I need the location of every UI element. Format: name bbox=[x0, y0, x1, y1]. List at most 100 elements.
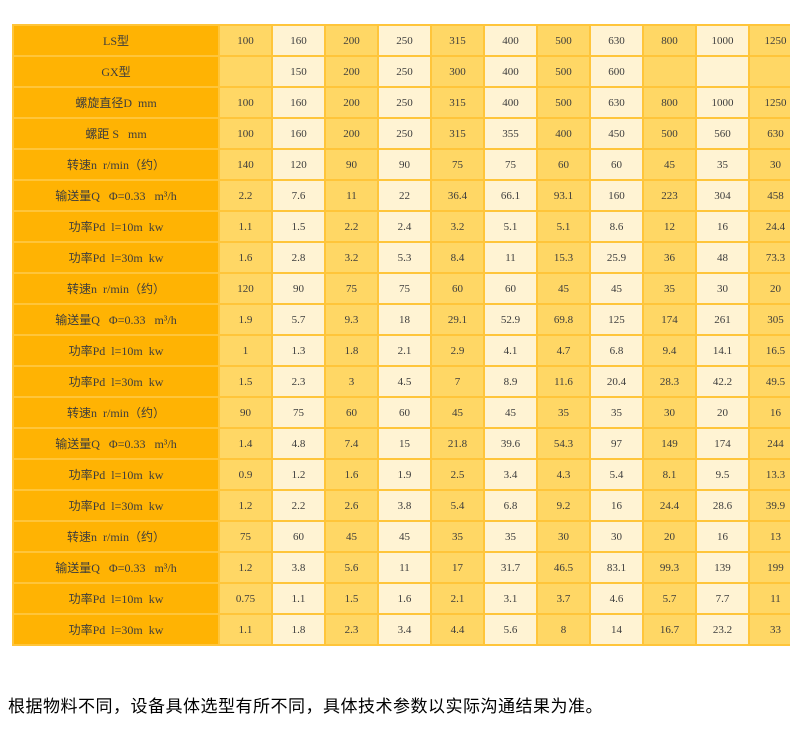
spec-cell: 1.3 bbox=[271, 334, 326, 367]
spec-cell: 400 bbox=[483, 24, 538, 57]
spec-cell: 45 bbox=[483, 396, 538, 429]
spec-cell: 8.1 bbox=[642, 458, 697, 491]
spec-cell: 261 bbox=[695, 303, 750, 336]
spec-cell: 75 bbox=[271, 396, 326, 429]
table-row: 转速n r/min（约） 140 120 90 90 75 75 60 60 45 35 30 bbox=[12, 148, 790, 181]
spec-cell: 28.3 bbox=[642, 365, 697, 398]
spec-cell: 4.3 bbox=[536, 458, 591, 491]
spec-cell: 500 bbox=[536, 55, 591, 88]
row-label: 转速n r/min（约） bbox=[12, 520, 220, 553]
spec-cell: 11 bbox=[324, 179, 379, 212]
spec-cell: 630 bbox=[748, 117, 790, 150]
spec-cell: 1.5 bbox=[218, 365, 273, 398]
spec-cell: 45 bbox=[377, 520, 432, 553]
table-row: 功率Pd l=10m kw 0.75 1.1 1.5 1.6 2.1 3.1 3.7 4.6 5.… bbox=[12, 582, 790, 615]
spec-cell: 140 bbox=[218, 148, 273, 181]
table-row: 功率Pd l=30m kw 1.5 2.3 3 4.5 7 8.9 11.6 20.4 28.3 4… bbox=[12, 365, 790, 398]
spec-cell: 250 bbox=[377, 24, 432, 57]
spec-table-body: LS型 100 160 200 250 315 400 500 630 800 1000 1250 GX… bbox=[12, 24, 790, 646]
spec-cell: 73.3 bbox=[748, 241, 790, 274]
spec-cell: 1.5 bbox=[324, 582, 379, 615]
row-label: 输送量Q Φ=0.33 m³/h bbox=[12, 179, 220, 212]
table-row: 转速n r/min（约） 90 75 60 60 45 45 35 35 30 20 16 bbox=[12, 396, 790, 429]
spec-cell: 8 bbox=[536, 613, 591, 646]
row-label: 功率Pd l=10m kw bbox=[12, 334, 220, 367]
row-label: 转速n r/min（约） bbox=[12, 272, 220, 305]
spec-cell: 4.5 bbox=[377, 365, 432, 398]
spec-cell: 500 bbox=[536, 24, 591, 57]
spec-cell: 3.1 bbox=[483, 582, 538, 615]
spec-cell: 15.3 bbox=[536, 241, 591, 274]
spec-cell: 355 bbox=[483, 117, 538, 150]
row-label: 螺旋直径D mm bbox=[12, 86, 220, 119]
spec-cell: 1.5 bbox=[271, 210, 326, 243]
row-label: LS型 bbox=[12, 24, 220, 57]
table-row: 螺旋直径D mm 100 160 200 250 315 400 500 630 800 1000 1… bbox=[12, 86, 790, 119]
spec-cell: 45 bbox=[589, 272, 644, 305]
spec-cell: 3.4 bbox=[483, 458, 538, 491]
spec-cell: 60 bbox=[536, 148, 591, 181]
table-row: 功率Pd l=10m kw 1 1.3 1.8 2.1 2.9 4.1 4.7 6.8 9.4 14… bbox=[12, 334, 790, 367]
spec-cell: 9.3 bbox=[324, 303, 379, 336]
spec-cell: 75 bbox=[483, 148, 538, 181]
spec-cell: 5.7 bbox=[271, 303, 326, 336]
spec-cell: 36 bbox=[642, 241, 697, 274]
spec-cell: 1.4 bbox=[218, 427, 273, 460]
table-row: 输送量Q Φ=0.33 m³/h 1.9 5.7 9.3 18 29.1 52.9 69.8 1… bbox=[12, 303, 790, 336]
spec-cell: 5.1 bbox=[483, 210, 538, 243]
spec-cell: 2.6 bbox=[324, 489, 379, 522]
table-row: 螺距 S mm 100 160 200 250 315 355 400 450 500 560 630 bbox=[12, 117, 790, 150]
spec-cell: 1.1 bbox=[218, 210, 273, 243]
spec-cell: 4.1 bbox=[483, 334, 538, 367]
spec-cell: 2.3 bbox=[271, 365, 326, 398]
spec-cell: 90 bbox=[218, 396, 273, 429]
spec-cell: 800 bbox=[642, 86, 697, 119]
spec-cell: 20 bbox=[748, 272, 790, 305]
spec-cell: 16.7 bbox=[642, 613, 697, 646]
table-row: 输送量Q Φ=0.33 m³/h 1.4 4.8 7.4 15 21.8 39.6 54.3 9… bbox=[12, 427, 790, 460]
spec-cell: 69.8 bbox=[536, 303, 591, 336]
spec-cell: 200 bbox=[324, 55, 379, 88]
spec-cell: 35 bbox=[642, 272, 697, 305]
spec-cell: 16 bbox=[695, 520, 750, 553]
spec-cell: 30 bbox=[589, 520, 644, 553]
spec-cell: 90 bbox=[377, 148, 432, 181]
spec-cell: 1.2 bbox=[218, 489, 273, 522]
spec-cell: 2.1 bbox=[377, 334, 432, 367]
spec-cell: 23.2 bbox=[695, 613, 750, 646]
spec-cell: 139 bbox=[695, 551, 750, 584]
spec-cell: 45 bbox=[324, 520, 379, 553]
spec-cell: 16 bbox=[695, 210, 750, 243]
spec-cell: 5.3 bbox=[377, 241, 432, 274]
row-label: 输送量Q Φ=0.33 m³/h bbox=[12, 551, 220, 584]
spec-cell: 458 bbox=[748, 179, 790, 212]
spec-cell: 1.1 bbox=[218, 613, 273, 646]
spec-cell: 2.9 bbox=[430, 334, 485, 367]
disclaimer-text: 根据物料不同，设备具体选型有所不同，具体技术参数以实际沟通结果为准。 bbox=[8, 697, 603, 716]
spec-cell: 200 bbox=[324, 117, 379, 150]
spec-cell: 100 bbox=[218, 24, 273, 57]
spec-cell: 24.4 bbox=[748, 210, 790, 243]
row-label: 功率Pd l=30m kw bbox=[12, 241, 220, 274]
spec-cell: 60 bbox=[430, 272, 485, 305]
spec-cell: 199 bbox=[748, 551, 790, 584]
spec-cell: 1.1 bbox=[271, 582, 326, 615]
spec-cell bbox=[642, 55, 697, 88]
spec-cell: 4.6 bbox=[589, 582, 644, 615]
spec-cell: 630 bbox=[589, 24, 644, 57]
spec-cell: 120 bbox=[218, 272, 273, 305]
spec-cell: 6.8 bbox=[589, 334, 644, 367]
spec-cell: 20.4 bbox=[589, 365, 644, 398]
spec-cell: 250 bbox=[377, 86, 432, 119]
spec-cell: 2.2 bbox=[324, 210, 379, 243]
spec-cell: 3.2 bbox=[430, 210, 485, 243]
spec-cell: 2.5 bbox=[430, 458, 485, 491]
spec-cell: 13 bbox=[748, 520, 790, 553]
row-label: 功率Pd l=30m kw bbox=[12, 613, 220, 646]
table-row: 输送量Q Φ=0.33 m³/h 2.2 7.6 11 22 36.4 66.1 93.1 16… bbox=[12, 179, 790, 212]
spec-cell: 30 bbox=[748, 148, 790, 181]
spec-cell: 174 bbox=[642, 303, 697, 336]
spec-cell: 315 bbox=[430, 117, 485, 150]
spec-cell: 160 bbox=[271, 24, 326, 57]
spec-cell: 7.7 bbox=[695, 582, 750, 615]
